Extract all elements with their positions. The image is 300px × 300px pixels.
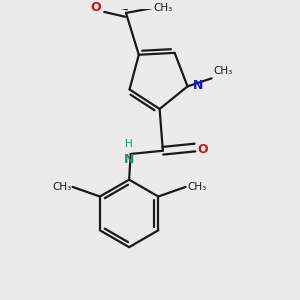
Text: N: N: [193, 79, 204, 92]
Text: CH₃: CH₃: [153, 2, 172, 13]
Text: O: O: [198, 142, 208, 156]
Text: H: H: [125, 140, 133, 149]
Text: CH₃: CH₃: [187, 182, 206, 192]
Text: CH₃: CH₃: [213, 66, 232, 76]
Text: CH₃: CH₃: [52, 182, 71, 192]
Text: O: O: [91, 1, 101, 14]
Text: N: N: [124, 153, 134, 166]
